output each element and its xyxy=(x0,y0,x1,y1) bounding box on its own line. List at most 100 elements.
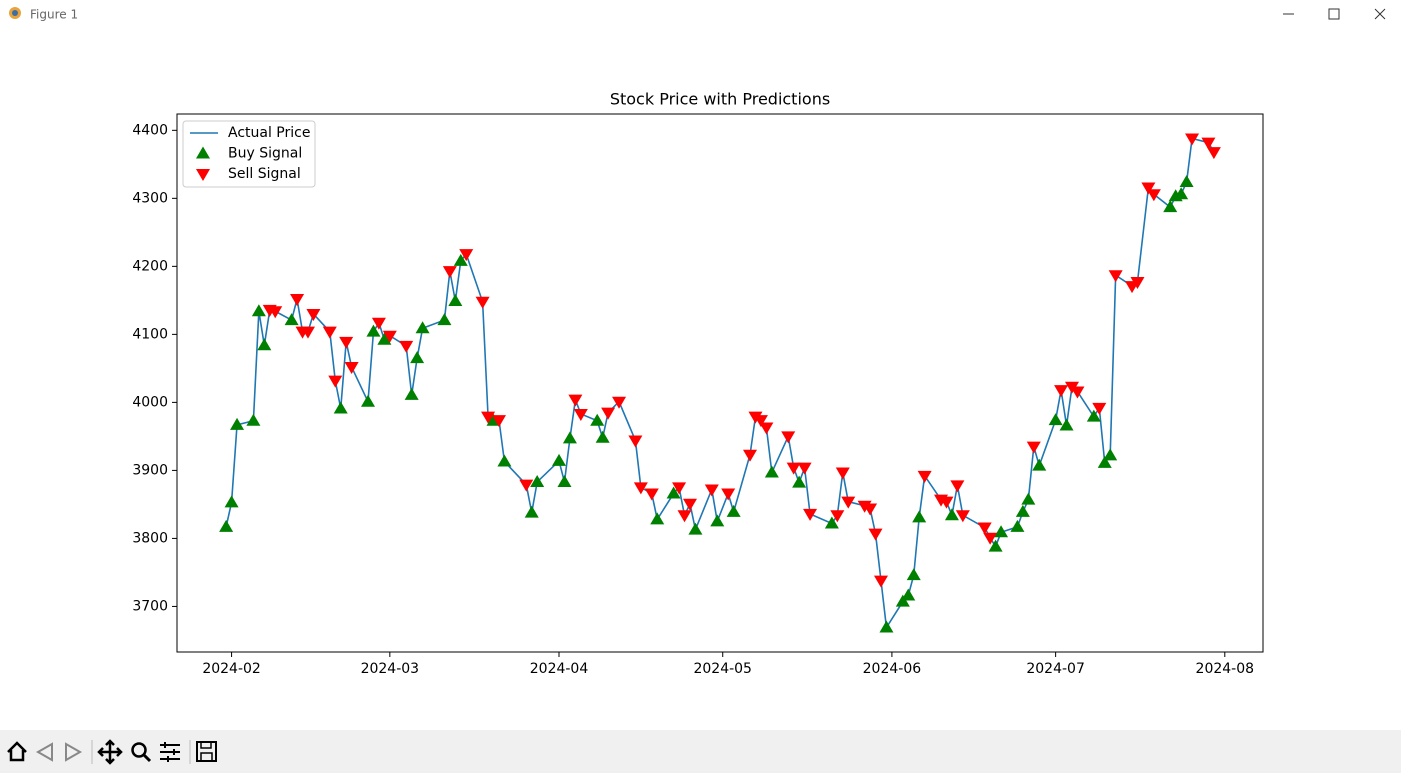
y-tick-label: 4400 xyxy=(132,122,168,138)
buy-marker xyxy=(1174,187,1189,200)
maximize-button[interactable] xyxy=(1328,8,1340,20)
close-button[interactable] xyxy=(1374,8,1386,20)
sell-marker xyxy=(339,336,354,349)
buy-marker xyxy=(1163,200,1178,213)
y-tick-label: 3900 xyxy=(132,462,168,478)
sell-marker xyxy=(682,498,697,511)
x-tick-label: 2024-02 xyxy=(202,661,261,677)
back-button[interactable] xyxy=(35,742,53,762)
sell-marker xyxy=(628,435,643,448)
x-tick-label: 2024-05 xyxy=(693,661,752,677)
sell-marker xyxy=(1130,276,1145,289)
buy-marker xyxy=(726,504,741,517)
buy-marker xyxy=(404,387,419,400)
y-tick-label: 4300 xyxy=(132,190,168,206)
home-button[interactable] xyxy=(7,741,27,762)
sell-marker xyxy=(290,294,305,307)
buy-marker xyxy=(219,519,234,532)
sell-marker xyxy=(786,462,801,475)
buy-marker xyxy=(453,253,468,266)
sell-marker xyxy=(601,407,616,420)
zoom-button[interactable] xyxy=(131,742,152,763)
legend-label: Sell Signal xyxy=(228,166,301,182)
sell-marker xyxy=(322,326,337,339)
sell-marker xyxy=(1206,147,1221,160)
sell-marker xyxy=(983,532,998,545)
toolbar xyxy=(0,730,1401,773)
buy-marker xyxy=(530,474,545,487)
sell-marker xyxy=(830,510,845,523)
buy-marker xyxy=(1059,418,1074,431)
sell-marker xyxy=(1185,133,1200,146)
buy-marker xyxy=(524,505,539,518)
plot: 3700 3800 3900 4000 4100 4200 4300 4400 2024-02 2… xyxy=(132,113,1264,677)
buy-marker xyxy=(552,453,567,466)
sell-marker xyxy=(1108,270,1123,283)
sell-marker xyxy=(300,326,315,339)
x-tick-label: 2024-07 xyxy=(1026,661,1085,677)
window-title: Figure 1 xyxy=(30,8,78,22)
buy-marker xyxy=(1010,519,1025,532)
sell-marker xyxy=(633,482,648,495)
buy-marker xyxy=(1103,448,1118,461)
sell-marker xyxy=(939,496,954,509)
legend-label: Buy Signal xyxy=(228,146,302,162)
sell-marker xyxy=(371,317,386,330)
sell-marker xyxy=(759,422,774,435)
forward-button[interactable] xyxy=(65,742,83,762)
buy-marker xyxy=(824,516,839,529)
sell-marker xyxy=(442,266,457,279)
buy-marker xyxy=(595,430,610,443)
pan-button[interactable] xyxy=(97,739,123,765)
sell-marker xyxy=(519,479,534,492)
buy-marker xyxy=(415,321,430,334)
buy-marker xyxy=(994,525,1009,538)
buy-marker xyxy=(246,413,261,426)
buy-marker xyxy=(497,454,512,467)
sell-marker xyxy=(481,411,496,424)
buy-marker xyxy=(284,313,299,326)
buy-marker xyxy=(410,351,425,364)
buy-marker xyxy=(666,486,681,499)
legend-marker xyxy=(196,146,210,159)
sell-marker xyxy=(803,508,818,521)
sell-marker xyxy=(743,449,758,462)
buy-marker xyxy=(764,465,779,478)
sell-marker xyxy=(841,496,856,509)
buy-marker xyxy=(361,394,376,407)
legend-marker xyxy=(196,169,210,181)
buy-marker xyxy=(988,539,1003,552)
sell-marker xyxy=(977,522,992,535)
sell-marker xyxy=(344,362,359,375)
sell-marker xyxy=(1146,189,1161,202)
buy-marker xyxy=(1048,413,1063,426)
sell-marker xyxy=(955,510,970,523)
sell-marker xyxy=(268,306,283,319)
save-button[interactable] xyxy=(196,741,217,762)
buy-marker xyxy=(557,474,572,487)
buy-marker xyxy=(792,475,807,488)
sell-marker xyxy=(568,394,583,407)
sell-marker xyxy=(704,484,719,497)
configure-button[interactable] xyxy=(160,742,180,762)
sell-marker xyxy=(475,296,490,309)
sell-marker xyxy=(612,396,627,409)
sell-marker xyxy=(1070,386,1085,399)
buy-marker xyxy=(901,588,916,601)
x-tick-label: 2024-08 xyxy=(1196,661,1255,677)
buy-marker xyxy=(562,431,577,444)
buy-marker xyxy=(906,568,921,581)
buy-marker xyxy=(710,514,725,527)
x-tick-label: 2024-03 xyxy=(361,661,420,677)
buy-marker xyxy=(912,510,927,523)
sell-marker xyxy=(672,482,687,495)
x-tick-label: 2024-06 xyxy=(863,661,922,677)
sell-marker xyxy=(491,415,506,428)
x-tick-label: 2024-04 xyxy=(530,661,589,677)
buy-marker xyxy=(1021,492,1036,505)
sell-marker xyxy=(868,528,883,541)
buy-marker xyxy=(1097,455,1112,468)
buy-marker xyxy=(590,413,605,426)
